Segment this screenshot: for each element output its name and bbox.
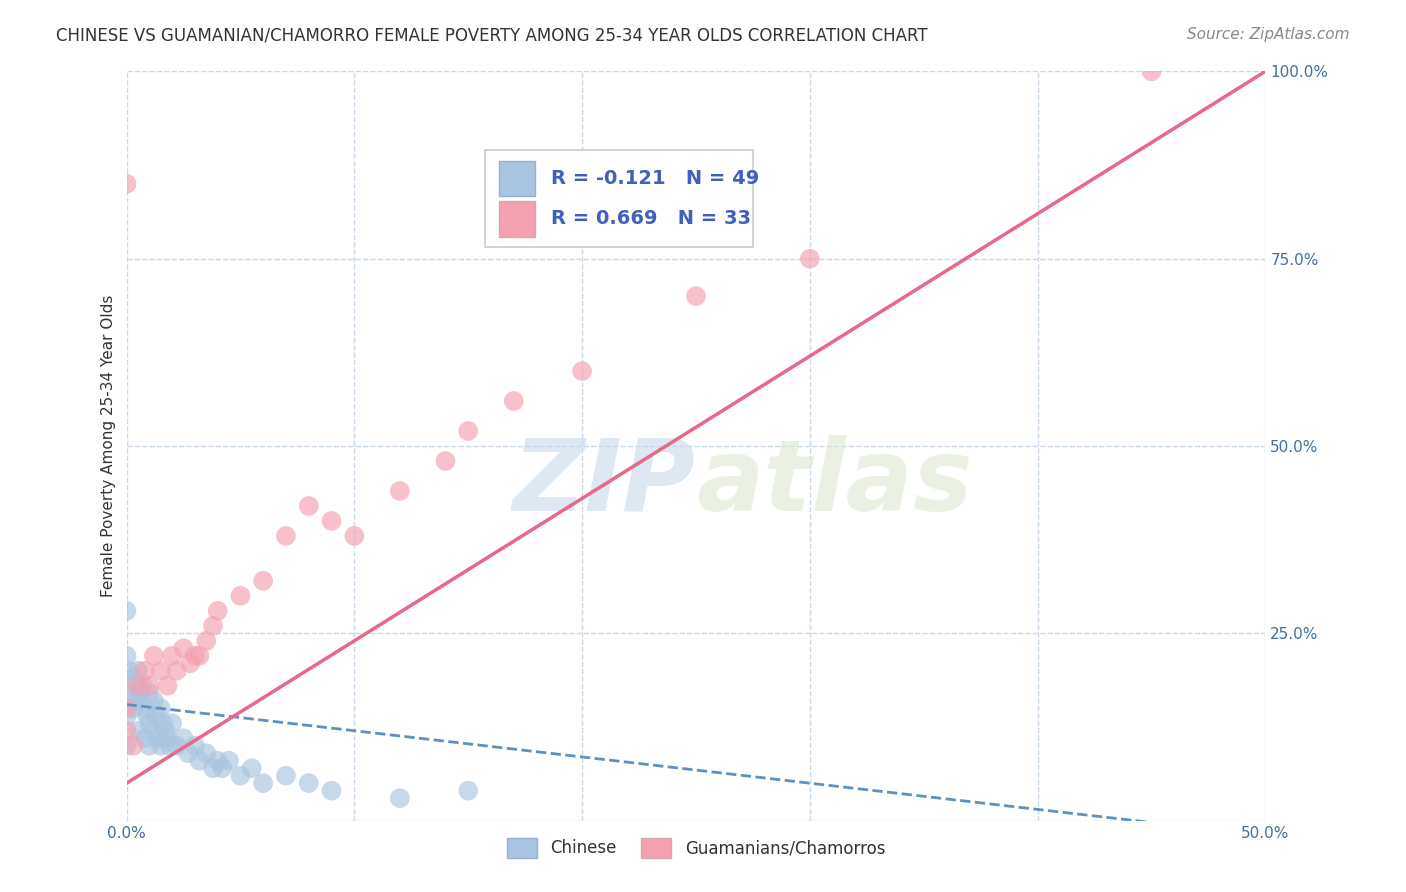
Point — [799, 252, 821, 266]
Point — [118, 664, 141, 678]
Point — [177, 746, 200, 760]
Point — [172, 731, 194, 746]
Text: R = -0.121   N = 49: R = -0.121 N = 49 — [551, 169, 759, 188]
Point — [274, 769, 297, 783]
Point — [134, 701, 156, 715]
Point — [122, 739, 145, 753]
Point — [179, 657, 201, 671]
Point — [115, 679, 138, 693]
Point — [207, 754, 229, 768]
Point — [129, 686, 152, 700]
Point — [142, 694, 165, 708]
Text: atlas: atlas — [696, 435, 973, 532]
Point — [122, 701, 145, 715]
Point — [218, 754, 240, 768]
Point — [202, 619, 225, 633]
Point — [195, 746, 218, 760]
Y-axis label: Female Poverty Among 25-34 Year Olds: Female Poverty Among 25-34 Year Olds — [101, 295, 117, 597]
Point — [195, 633, 218, 648]
Point — [142, 648, 165, 663]
Point — [685, 289, 707, 303]
Point — [172, 641, 194, 656]
Point — [127, 723, 149, 738]
Point — [115, 739, 138, 753]
Point — [138, 679, 160, 693]
Point — [149, 664, 172, 678]
Point — [136, 708, 159, 723]
Point — [138, 716, 160, 731]
Point — [159, 739, 181, 753]
Point — [124, 694, 146, 708]
Point — [502, 394, 524, 409]
Point — [166, 664, 188, 678]
Point — [1140, 64, 1163, 78]
Point — [156, 679, 179, 693]
Point — [155, 723, 177, 738]
Point — [298, 499, 321, 513]
Point — [571, 364, 593, 378]
Point — [148, 731, 170, 746]
Point — [274, 529, 297, 543]
Point — [188, 754, 211, 768]
Point — [160, 716, 183, 731]
Point — [240, 761, 263, 775]
Point — [343, 529, 366, 543]
Point — [166, 739, 188, 753]
Point — [184, 648, 207, 663]
Point — [457, 783, 479, 797]
Text: CHINESE VS GUAMANIAN/CHAMORRO FEMALE POVERTY AMONG 25-34 YEAR OLDS CORRELATION C: CHINESE VS GUAMANIAN/CHAMORRO FEMALE POV… — [56, 27, 928, 45]
Point — [160, 648, 183, 663]
Point — [127, 679, 149, 693]
Point — [152, 716, 174, 731]
Point — [156, 731, 179, 746]
Legend: Chinese, Guamanians/Chamorros: Chinese, Guamanians/Chamorros — [501, 831, 891, 864]
Point — [138, 739, 160, 753]
Point — [207, 604, 229, 618]
Point — [188, 648, 211, 663]
Point — [115, 701, 138, 715]
Point — [120, 686, 142, 700]
Point — [149, 739, 172, 753]
Point — [388, 483, 411, 498]
Point — [252, 574, 274, 588]
Point — [145, 708, 167, 723]
Text: ZIP: ZIP — [513, 435, 696, 532]
Point — [388, 791, 411, 805]
Point — [115, 604, 138, 618]
Point — [202, 761, 225, 775]
Point — [115, 723, 138, 738]
Point — [115, 708, 138, 723]
FancyBboxPatch shape — [485, 150, 754, 247]
Point — [184, 739, 207, 753]
Point — [298, 776, 321, 790]
Point — [131, 679, 153, 693]
Point — [229, 769, 252, 783]
Point — [122, 671, 145, 685]
FancyBboxPatch shape — [499, 201, 536, 237]
Text: Source: ZipAtlas.com: Source: ZipAtlas.com — [1187, 27, 1350, 42]
Point — [127, 664, 149, 678]
Point — [211, 761, 233, 775]
Point — [321, 514, 343, 528]
Text: R = 0.669   N = 33: R = 0.669 N = 33 — [551, 210, 751, 228]
Point — [252, 776, 274, 790]
Point — [149, 701, 172, 715]
Point — [134, 664, 156, 678]
FancyBboxPatch shape — [499, 161, 536, 196]
Point — [134, 731, 156, 746]
Point — [229, 589, 252, 603]
Point — [142, 723, 165, 738]
Point — [138, 686, 160, 700]
Point — [115, 648, 138, 663]
Point — [321, 783, 343, 797]
Point — [434, 454, 457, 468]
Point — [115, 177, 138, 191]
Point — [457, 424, 479, 438]
